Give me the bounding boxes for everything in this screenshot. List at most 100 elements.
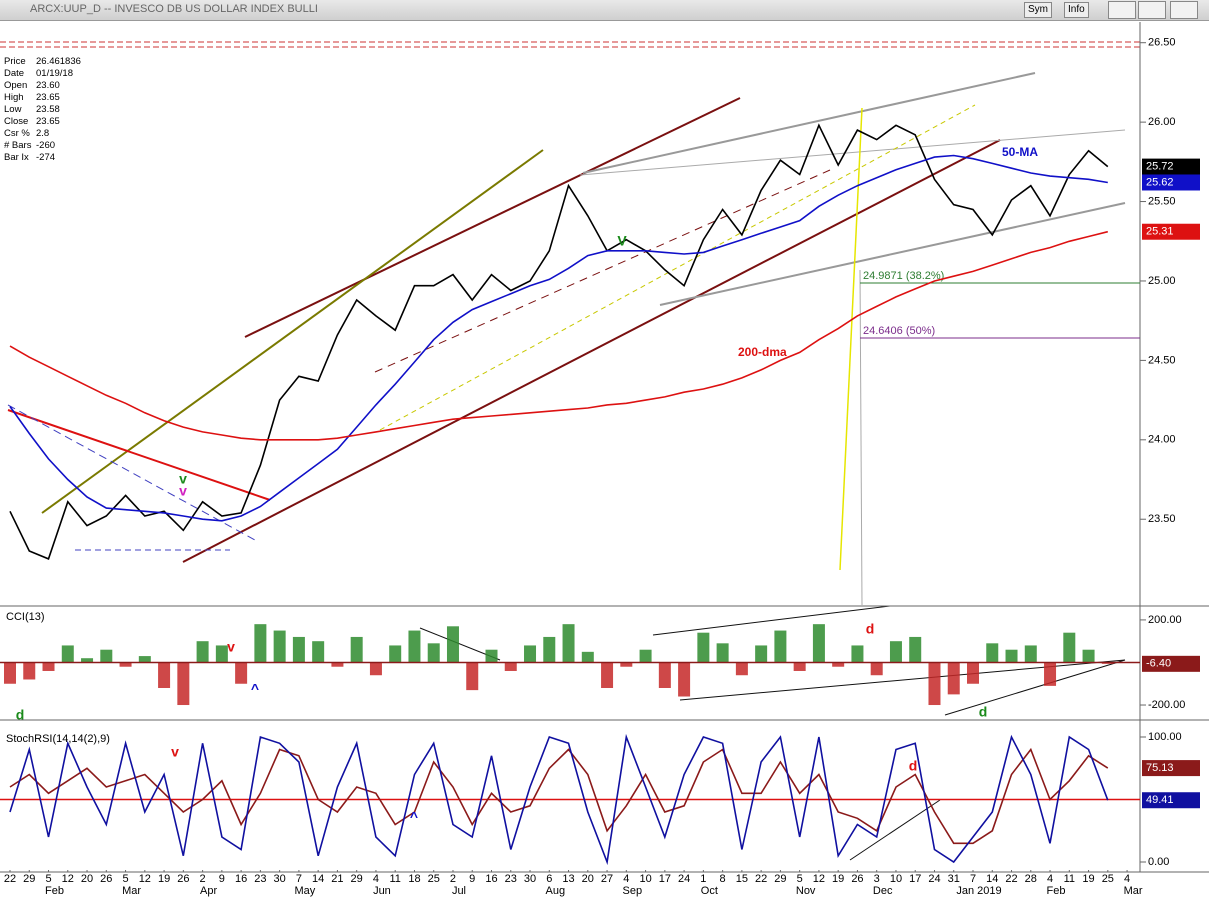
close-button[interactable] xyxy=(1170,1,1198,19)
x-tick-label: 4 xyxy=(1124,873,1130,885)
x-tick-label: 4 xyxy=(623,873,629,885)
info-label: Open xyxy=(4,80,28,91)
cci-bar xyxy=(1044,662,1057,686)
cci-bar xyxy=(1082,649,1095,663)
x-tick-label: 11 xyxy=(389,873,400,885)
cci-bar xyxy=(292,636,305,663)
info-button[interactable]: Info xyxy=(1064,2,1089,18)
cci-bar xyxy=(524,645,537,663)
cci-bar xyxy=(138,656,151,663)
x-tick-label: 5 xyxy=(797,873,803,885)
y-tick-label: 26.00 xyxy=(1148,116,1176,128)
series-name: 200-dma xyxy=(738,345,787,359)
info-value: 23.65 xyxy=(36,92,60,103)
x-tick-label: 19 xyxy=(1082,873,1094,885)
x-tick-label: 9 xyxy=(219,873,225,885)
info-row: # Bars -260 xyxy=(4,140,81,152)
last-value-box xyxy=(1142,655,1200,672)
cci-bar xyxy=(254,624,267,663)
y-tick-label: 25.00 xyxy=(1148,275,1176,287)
cci-bar xyxy=(967,662,979,684)
month-label: Oct xyxy=(701,885,718,897)
last-value-box xyxy=(1142,760,1200,777)
cci-bar xyxy=(273,630,286,663)
sym-button[interactable]: Sym xyxy=(1024,2,1052,18)
fib-label: 24.6406 (50%) xyxy=(863,325,935,337)
cci-bar xyxy=(774,630,787,663)
cci-bar xyxy=(312,641,325,663)
annotation: d xyxy=(979,704,988,720)
x-tick-label: 4 xyxy=(373,873,379,885)
x-tick-label: 14 xyxy=(986,873,998,885)
info-box: Price 26.461836 Date 01/19/18 Open 23.60 High 2… xyxy=(4,56,81,164)
x-tick-label: 26 xyxy=(100,873,112,885)
month-label: Dec xyxy=(873,885,893,897)
info-label: Bar Ix xyxy=(4,152,29,163)
x-tick-label: 5 xyxy=(45,873,51,885)
title-bar: ARCX:UUP_D -- INVESCO DB US DOLLAR INDEX… xyxy=(0,0,1209,21)
x-tick-label: 25 xyxy=(1102,873,1114,885)
last-value-label: -6.40 xyxy=(1146,658,1171,670)
cci-bar xyxy=(177,662,190,706)
annotation: v xyxy=(179,471,187,487)
y-tick-label: 100.00 xyxy=(1148,731,1182,743)
cci-bar xyxy=(215,645,228,663)
info-row: Close 23.65 xyxy=(4,116,81,128)
cci-bar xyxy=(446,626,459,663)
info-row: Bar Ix -274 xyxy=(4,152,81,164)
info-value: 23.65 xyxy=(36,116,60,127)
trendline xyxy=(944,659,1126,716)
x-tick-label: 4 xyxy=(1047,873,1053,885)
x-tick-label: 30 xyxy=(524,873,536,885)
maximize-button[interactable] xyxy=(1138,1,1166,19)
x-tick-label: 29 xyxy=(774,873,786,885)
annotation: V xyxy=(617,233,627,249)
x-tick-label: 19 xyxy=(832,873,844,885)
cci-bar xyxy=(100,649,113,663)
info-row: Low 23.58 xyxy=(4,104,81,116)
cci-bar xyxy=(735,662,748,676)
month-label: May xyxy=(295,885,316,897)
cci-bar xyxy=(832,662,845,667)
last-value-label: 25.31 xyxy=(1146,226,1174,238)
x-tick-label: 22 xyxy=(755,873,767,885)
annotation: d xyxy=(909,758,918,774)
x-tick-label: 17 xyxy=(659,873,671,885)
trendline xyxy=(182,139,1001,563)
cci-bar xyxy=(1005,649,1018,663)
series-line xyxy=(9,733,1109,866)
cci-bar xyxy=(986,643,999,663)
info-label: Price xyxy=(4,56,26,67)
cci-bar xyxy=(466,662,479,691)
x-tick-label: 8 xyxy=(720,873,726,885)
cci-bar xyxy=(350,636,363,663)
cci-bar xyxy=(408,630,421,663)
cci-bar xyxy=(678,662,691,697)
last-value-label: 25.72 xyxy=(1146,161,1174,173)
x-tick-label: 7 xyxy=(296,873,302,885)
x-tick-label: 31 xyxy=(948,873,960,885)
cci-bar xyxy=(61,645,74,663)
plot-background xyxy=(0,22,1140,872)
month-label: Feb xyxy=(1047,885,1066,897)
series-line xyxy=(9,154,1108,522)
x-tick-label: 20 xyxy=(582,873,594,885)
minimize-button[interactable] xyxy=(1108,1,1136,19)
cci-bar xyxy=(620,662,633,667)
cci-bar xyxy=(889,641,902,663)
panel-title: StochRSI(14,14(2),9) xyxy=(6,733,110,745)
x-tick-label: 12 xyxy=(139,873,151,885)
x-tick-label: 24 xyxy=(928,873,940,885)
trendline xyxy=(7,404,256,541)
x-tick-label: 5 xyxy=(122,873,128,885)
x-tick-label: 10 xyxy=(890,873,902,885)
window-title: ARCX:UUP_D -- INVESCO DB US DOLLAR INDEX… xyxy=(30,3,318,15)
month-label: Apr xyxy=(200,885,217,897)
x-tick-label: 16 xyxy=(235,873,247,885)
series-line xyxy=(9,123,1109,560)
cci-bar xyxy=(389,645,402,663)
fib-label: 24.9871 (38.2%) xyxy=(863,270,944,282)
info-label: Close xyxy=(4,116,29,127)
annotation: d xyxy=(866,621,875,637)
